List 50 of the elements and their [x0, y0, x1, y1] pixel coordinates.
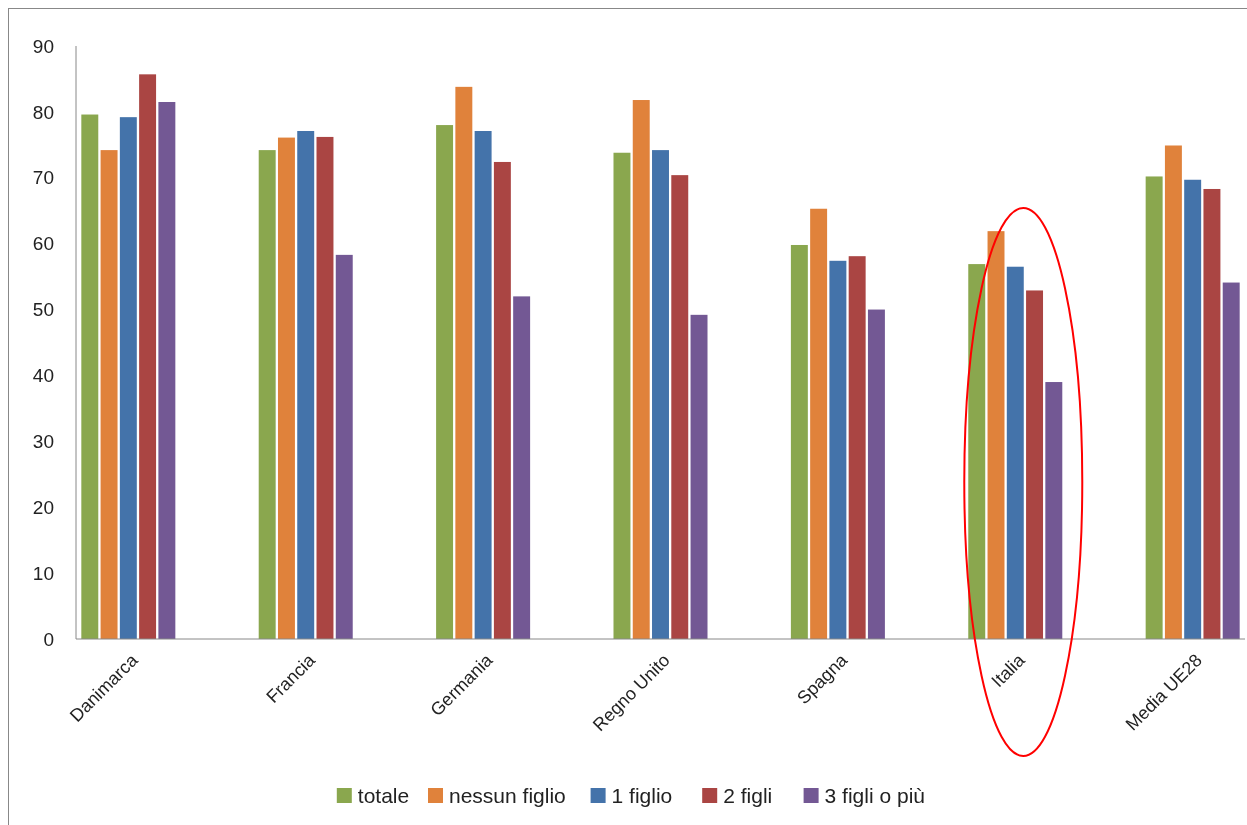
bar	[1045, 382, 1063, 639]
bar	[513, 296, 531, 639]
bar	[158, 102, 176, 639]
bar	[632, 100, 650, 639]
y-tick-label: 10	[32, 562, 54, 584]
bar	[1006, 266, 1024, 639]
y-tick-label: 60	[32, 233, 54, 255]
bar	[1026, 290, 1044, 639]
bar	[297, 131, 315, 639]
bar	[493, 161, 511, 639]
bar	[848, 256, 866, 639]
bar	[474, 131, 492, 639]
bar	[455, 86, 473, 639]
bar	[1184, 179, 1202, 639]
bar	[139, 74, 157, 639]
bar	[1164, 145, 1182, 639]
y-tick-label: 0	[43, 628, 54, 650]
y-tick-label: 20	[32, 496, 54, 518]
bar	[316, 136, 334, 639]
bar	[829, 260, 847, 639]
y-tick-label: 30	[32, 430, 54, 452]
bar	[790, 244, 808, 639]
bar	[613, 152, 631, 639]
bar	[690, 314, 708, 639]
y-tick-label: 90	[32, 35, 54, 57]
bar	[1145, 176, 1163, 639]
bar	[335, 254, 353, 639]
y-tick-label: 40	[32, 365, 54, 387]
bar	[1222, 282, 1240, 639]
bar	[81, 114, 99, 639]
bar	[119, 117, 137, 639]
bar	[968, 264, 986, 639]
bar	[258, 150, 276, 639]
bar	[277, 137, 295, 639]
legend-label: 2 figli	[723, 784, 773, 807]
y-tick-label: 80	[32, 101, 54, 123]
legend-label: 3 figli o più	[824, 784, 926, 807]
legend-label: nessun figlio	[449, 784, 566, 807]
y-tick-label: 50	[32, 299, 54, 321]
bar	[436, 125, 454, 639]
bar	[671, 175, 689, 639]
legend-label: 1 figlio	[611, 784, 673, 807]
legend-label: totale	[357, 784, 410, 807]
bar	[987, 231, 1005, 639]
bar	[810, 208, 828, 639]
bar	[1203, 188, 1221, 639]
y-tick-label: 70	[32, 167, 54, 189]
bar	[100, 150, 118, 639]
bar	[867, 309, 885, 639]
bar	[652, 150, 669, 639]
